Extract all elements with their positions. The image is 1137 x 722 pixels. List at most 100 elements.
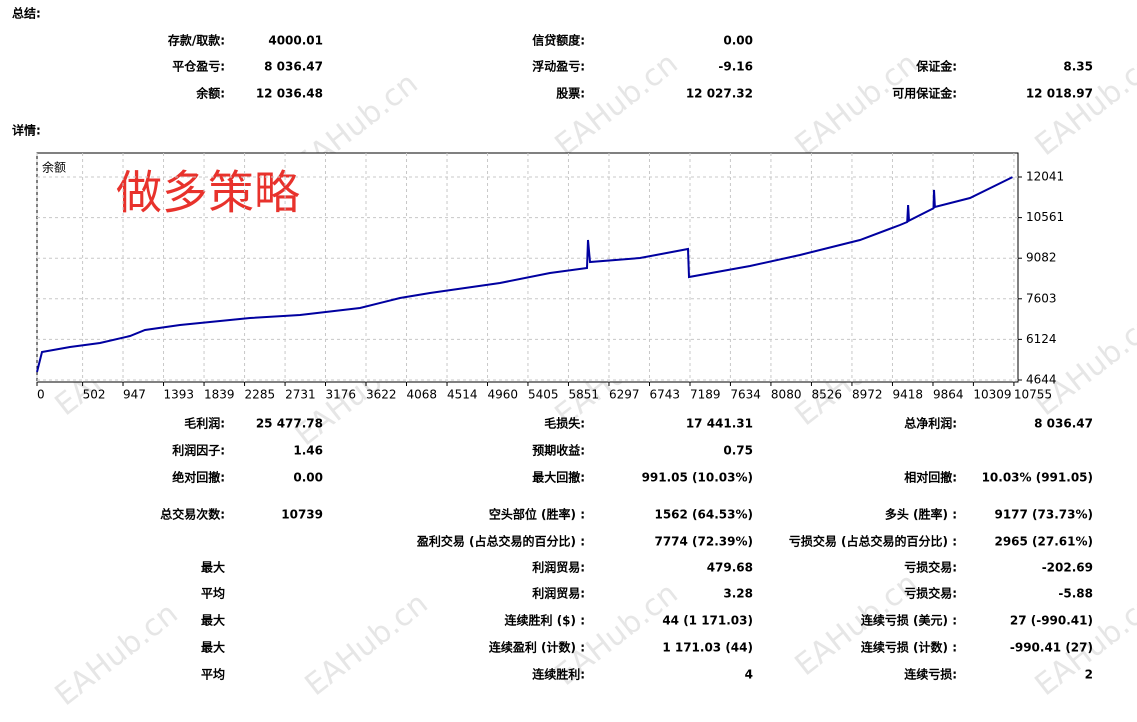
x-tick-label: 7189 [690,388,721,402]
value: 12 027.32 [686,87,753,101]
label: 保证金: [915,59,957,74]
label: 亏损交易 (占总交易的百分比) : [789,534,957,549]
x-tick-label: 5851 [568,388,599,402]
label: 信贷额度: [532,33,585,48]
label: 亏损交易: [904,560,957,575]
watermark: EAHub.cn [299,586,435,703]
label: 利润因子: [172,443,225,458]
watermark: EAHub.cn [49,596,185,713]
value: 1 171.03 (44) [662,641,753,655]
value: 25 477.78 [256,417,323,431]
label: 余额: [195,86,225,101]
label: 最大 [201,560,225,575]
label: 可用保证金: [892,86,957,101]
watermark: EAHub.cn [789,46,925,163]
label: 利润贸易: [532,586,585,601]
x-tick-label: 2731 [285,388,316,402]
y-tick-label: 12041 [1026,170,1064,184]
x-tick-label: 3622 [366,388,397,402]
x-tick-label: 0 [37,388,45,402]
label: 股票: [556,86,585,101]
summary-title: 总结: [12,6,41,21]
value: 10.03% (991.05) [982,471,1093,485]
x-tick-label: 1393 [164,388,195,402]
label: 最大 [201,640,225,655]
value: 0.00 [723,34,753,48]
value: 8 036.47 [264,60,323,74]
x-tick-label: 10309 [973,388,1011,402]
label: 多头 (胜率) : [885,507,957,522]
details-title: 详情: [12,123,41,138]
value: 12 018.97 [1026,87,1093,101]
label: 连续胜利: [532,667,585,682]
value: 7774 (72.39%) [654,535,753,549]
value: 8.35 [1063,60,1093,74]
x-tick-label: 7634 [730,388,761,402]
label: 绝对回撤: [172,470,225,485]
y-tick-label: 6124 [1026,332,1057,346]
label: 毛利润: [184,416,225,431]
x-tick-label: 4960 [488,388,519,402]
value: 17 441.31 [686,417,753,431]
x-tick-label: 10755 [1014,388,1052,402]
label: 亏损交易: [904,586,957,601]
value: 0.00 [293,471,323,485]
label: 预期收益: [532,443,585,458]
x-tick-label: 3176 [325,388,356,402]
value: 2 [1085,668,1093,682]
label: 平均 [201,586,225,601]
x-tick-label: 4068 [407,388,438,402]
label: 连续亏损: [904,667,957,682]
value: 8 036.47 [1034,417,1093,431]
x-tick-label: 1839 [204,388,235,402]
label: 连续盈利 (计数) : [489,640,585,655]
value: -5.88 [1058,587,1093,601]
x-tick-label: 2285 [245,388,276,402]
value: 9177 (73.73%) [994,508,1093,522]
value: 0.75 [723,444,753,458]
x-tick-label: 6743 [649,388,680,402]
label: 连续亏损 (计数) : [861,640,957,655]
x-tick-label: 8080 [771,388,802,402]
value: -9.16 [718,60,753,74]
chart-title: 余额 [42,160,66,175]
label: 总交易次数: [160,507,225,522]
balance-line [36,176,1013,373]
value: 1562 (64.53%) [654,508,753,522]
value: 10739 [281,508,323,522]
y-tick-label: 4644 [1026,372,1057,386]
value: 1.46 [293,444,323,458]
annotation: 做多策略 [116,166,300,220]
label: 连续胜利 ($) : [505,613,585,628]
value: 479.68 [707,561,753,575]
label: 最大 [201,613,225,628]
label: 毛损失: [544,416,585,431]
value: 991.05 (10.03%) [642,471,753,485]
label: 空头部位 (胜率) : [489,507,585,522]
label: 利润贸易: [532,560,585,575]
x-tick-label: 6297 [609,388,640,402]
x-tick-label: 8972 [852,388,883,402]
value: 12 036.48 [256,87,323,101]
label: 最大回撤: [532,470,585,485]
label: 总净利润: [904,416,957,431]
label: 盈利交易 (占总交易的百分比) : [416,534,585,549]
value: -202.69 [1042,561,1093,575]
x-tick-label: 9418 [892,388,923,402]
x-tick-label: 502 [83,388,106,402]
label: 平均 [201,667,225,682]
label: 平仓盈亏: [172,59,225,74]
value: 4 [745,668,753,682]
x-tick-label: 9864 [933,388,964,402]
y-tick-label: 9082 [1026,251,1057,265]
label: 连续亏损 (美元) : [861,613,957,628]
label: 浮动盈亏: [532,59,585,74]
x-tick-label: 5405 [528,388,559,402]
value: 2965 (27.61%) [994,535,1093,549]
value: -990.41 (27) [1010,641,1093,655]
value: 44 (1 171.03) [662,614,753,628]
x-tick-label: 947 [123,388,146,402]
label: 相对回撤: [904,470,957,485]
